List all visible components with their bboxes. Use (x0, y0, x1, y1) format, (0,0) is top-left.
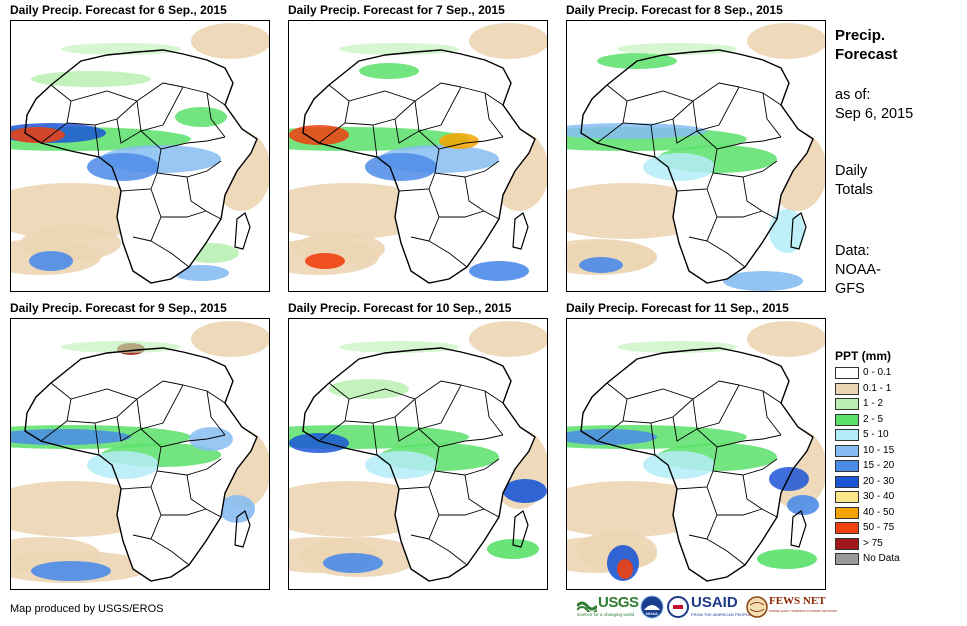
legend-label: 5 - 10 (863, 429, 889, 440)
map-credit: Map produced by USGS/EROS (10, 603, 164, 615)
legend-swatch (835, 553, 859, 565)
data-source-line3: GFS (835, 281, 865, 297)
legend-swatch (835, 537, 859, 550)
legend-swatch (835, 475, 859, 488)
country-borders (24, 49, 258, 284)
noaa-seal-icon (640, 595, 664, 619)
fewsnet-logo: FEWS NET FAMINE EARLY WARNING SYSTEMS NE… (746, 595, 837, 619)
legend-title: PPT (mm) (835, 349, 892, 363)
precip-map (288, 20, 548, 292)
forecast-panel-4: Daily Precip. Forecast for 9 Sep., 2015 (10, 300, 270, 590)
as-of-label: as of: (835, 87, 871, 103)
legend-label: > 75 (863, 537, 883, 549)
legend-swatch (835, 506, 859, 519)
africa-map-svg (567, 21, 825, 291)
legend-swatch (835, 413, 859, 426)
country-borders (580, 49, 814, 284)
legend-swatch (835, 429, 859, 441)
precip-map (10, 20, 270, 292)
legend-label: 2 - 5 (863, 413, 884, 425)
panel-title: Daily Precip. Forecast for 11 Sep., 2015 (566, 301, 789, 315)
noaa-label: NOAA (646, 611, 658, 616)
ocean-precip (11, 495, 255, 583)
land-precip (11, 43, 257, 283)
side-title: Precip. Forecast (835, 26, 898, 64)
as-of-block: as of: Sep 6, 2015 (835, 86, 913, 124)
noaa-logo: NOAA (640, 595, 664, 619)
precip-map (10, 318, 270, 590)
usaid-tagline: FROM THE AMERICAN PEOPLE (691, 612, 751, 617)
panel-title: Daily Precip. Forecast for 9 Sep., 2015 (10, 301, 227, 315)
usgs-tagline: science for a changing world (577, 612, 635, 617)
land-precip (567, 341, 813, 581)
legend-label: 0 - 0.1 (863, 367, 892, 378)
africa-map-svg (289, 21, 547, 291)
legend-swatch (835, 398, 859, 410)
panel-title: Daily Precip. Forecast for 7 Sep., 2015 (288, 3, 505, 17)
precip-map (566, 318, 826, 590)
country-borders (580, 347, 814, 582)
totals-line2: Totals (835, 182, 873, 198)
legend-label: 30 - 40 (863, 491, 895, 502)
ocean-precip (567, 241, 803, 291)
panel-title: Daily Precip. Forecast for 6 Sep., 2015 (10, 3, 227, 17)
as-of-date: Sep 6, 2015 (835, 106, 914, 122)
usaid-seal-icon (667, 596, 689, 618)
usgs-wave-icon (577, 601, 597, 612)
side-title-line1: Precip. (835, 27, 886, 44)
fewsnet-wordmark: FEWS NET (769, 595, 826, 607)
legend-swatch (835, 491, 859, 503)
precip-map (566, 20, 826, 292)
africa-map-svg (289, 319, 547, 589)
panel-title: Daily Precip. Forecast for 8 Sep., 2015 (566, 3, 783, 17)
legend-swatch (835, 382, 859, 395)
forecast-panel-3: Daily Precip. Forecast for 8 Sep., 2015 (566, 2, 826, 292)
usgs-wordmark: USGS (598, 594, 639, 611)
side-title-line2: Forecast (835, 46, 898, 63)
legend-swatch (835, 522, 859, 534)
ocean-precip (577, 495, 819, 581)
legend-label: 15 - 20 (863, 460, 895, 471)
data-source-line2: NOAA- (835, 262, 881, 278)
usaid-logo: USAID FROM THE AMERICAN PEOPLE (667, 594, 751, 619)
legend-label: 40 - 50 (863, 506, 895, 518)
data-source-block: Data: NOAA- GFS (835, 242, 881, 299)
legend-swatch (835, 460, 859, 472)
legend-swatch (835, 444, 859, 457)
legend-swatch (835, 367, 859, 379)
country-borders (302, 49, 536, 284)
fewsnet-tagline: FAMINE EARLY WARNING SYSTEMS NETWORK (769, 609, 838, 613)
africa-map-svg (567, 319, 825, 589)
precip-map (288, 318, 548, 590)
legend-label: No Data (863, 553, 900, 564)
legend-label: 50 - 75 (863, 522, 895, 533)
usgs-logo: USGS science for a changing world (577, 594, 665, 619)
country-borders (24, 347, 258, 582)
ocean-precip (299, 479, 547, 577)
land-precip (567, 43, 813, 283)
ocean-precip (293, 233, 529, 281)
data-source-label: Data: (835, 243, 870, 259)
forecast-panel-6: Daily Precip. Forecast for 11 Sep., 2015 (566, 300, 826, 590)
africa-map-svg (11, 319, 269, 589)
fewsnet-globe-icon (746, 596, 768, 618)
land-precip (289, 341, 535, 581)
legend-label: 10 - 15 (863, 444, 895, 456)
country-borders (302, 347, 536, 582)
usaid-wordmark: USAID (691, 594, 738, 611)
legend-label: 1 - 2 (863, 398, 884, 409)
africa-map-svg (11, 21, 269, 291)
totals-line1: Daily (835, 163, 868, 179)
land-precip (289, 43, 535, 283)
forecast-panel-2: Daily Precip. Forecast for 7 Sep., 2015 (288, 2, 548, 292)
forecast-panel-1: Daily Precip. Forecast for 6 Sep., 2015 (10, 2, 270, 292)
totals-block: Daily Totals (835, 162, 873, 200)
forecast-panel-5: Daily Precip. Forecast for 10 Sep., 2015 (288, 300, 548, 590)
panel-title: Daily Precip. Forecast for 10 Sep., 2015 (288, 301, 512, 315)
legend-label: 0.1 - 1 (863, 382, 892, 394)
legend-label: 20 - 30 (863, 475, 895, 487)
